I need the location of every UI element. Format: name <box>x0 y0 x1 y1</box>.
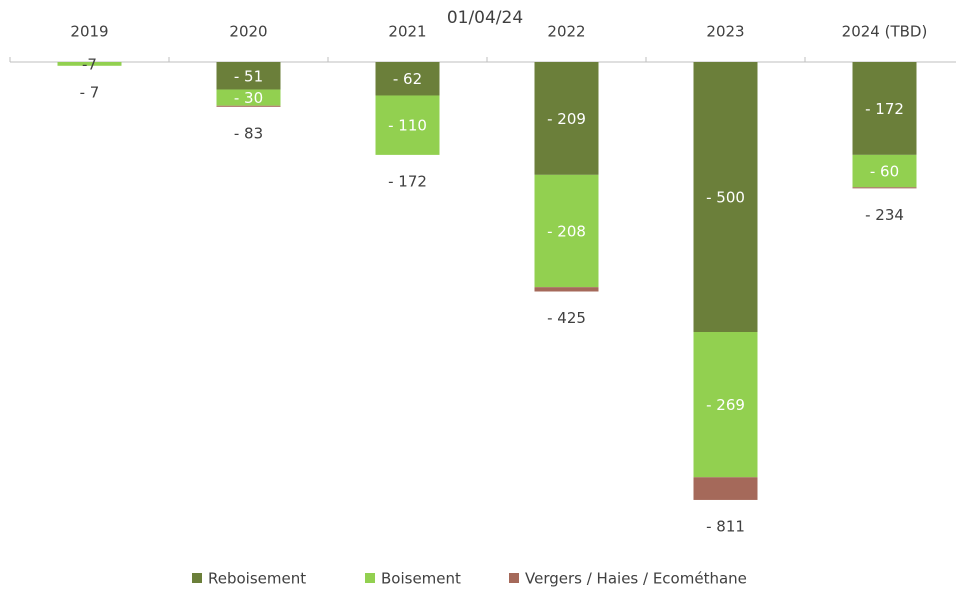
total-label: - 234 <box>865 206 904 224</box>
bar-segment <box>534 62 599 175</box>
bar-segment <box>216 89 281 106</box>
bar-segment <box>693 477 758 500</box>
x-tick-label: 2020 <box>229 23 267 41</box>
total-label: - 7 <box>80 83 100 101</box>
bar-segment <box>534 287 599 292</box>
bar-segment <box>693 332 758 478</box>
segment-label: - 208 <box>547 223 586 241</box>
legend-label: Boisement <box>381 570 461 588</box>
total-label: - 811 <box>706 517 745 535</box>
segment-label: - 209 <box>547 110 586 128</box>
x-tick-label: 2019 <box>70 23 108 41</box>
segment-label: - 110 <box>388 117 427 135</box>
bar-segment <box>375 62 440 96</box>
x-tick-label: 2022 <box>547 23 585 41</box>
bar-segment <box>375 95 440 155</box>
legend-swatch <box>192 573 202 583</box>
legend-label: Vergers / Haies / Ecométhane <box>525 570 747 588</box>
bar-segment <box>852 187 917 189</box>
segment-label: - 172 <box>865 100 904 118</box>
legend-swatch <box>509 573 519 583</box>
segment-label: - 51 <box>234 67 263 85</box>
legend-swatch <box>365 573 375 583</box>
segment-label: - 30 <box>234 89 263 107</box>
bar-segment <box>852 154 917 188</box>
total-label: - 172 <box>388 172 427 190</box>
bar-segment <box>534 174 599 288</box>
axis <box>9 57 956 63</box>
segment-label: - 60 <box>870 163 899 181</box>
legend-label: Reboisement <box>208 570 306 588</box>
segment-label: - 500 <box>706 189 745 207</box>
segment-label: - 269 <box>706 396 745 414</box>
chart-title: 01/04/24 <box>447 8 523 28</box>
segment-label: - 62 <box>393 70 422 88</box>
bar-segment <box>216 62 281 90</box>
total-label: - 425 <box>547 309 586 327</box>
x-tick-label: 2021 <box>388 23 426 41</box>
bar-segment <box>216 105 281 107</box>
bar-segment <box>57 62 122 66</box>
x-tick-label: 2024 (TBD) <box>842 23 928 41</box>
segment-label: -7 <box>82 55 97 73</box>
total-label: - 83 <box>234 124 263 142</box>
bar-segment <box>852 62 917 155</box>
bar-segment <box>693 62 758 332</box>
x-tick-label: 2023 <box>706 23 744 41</box>
